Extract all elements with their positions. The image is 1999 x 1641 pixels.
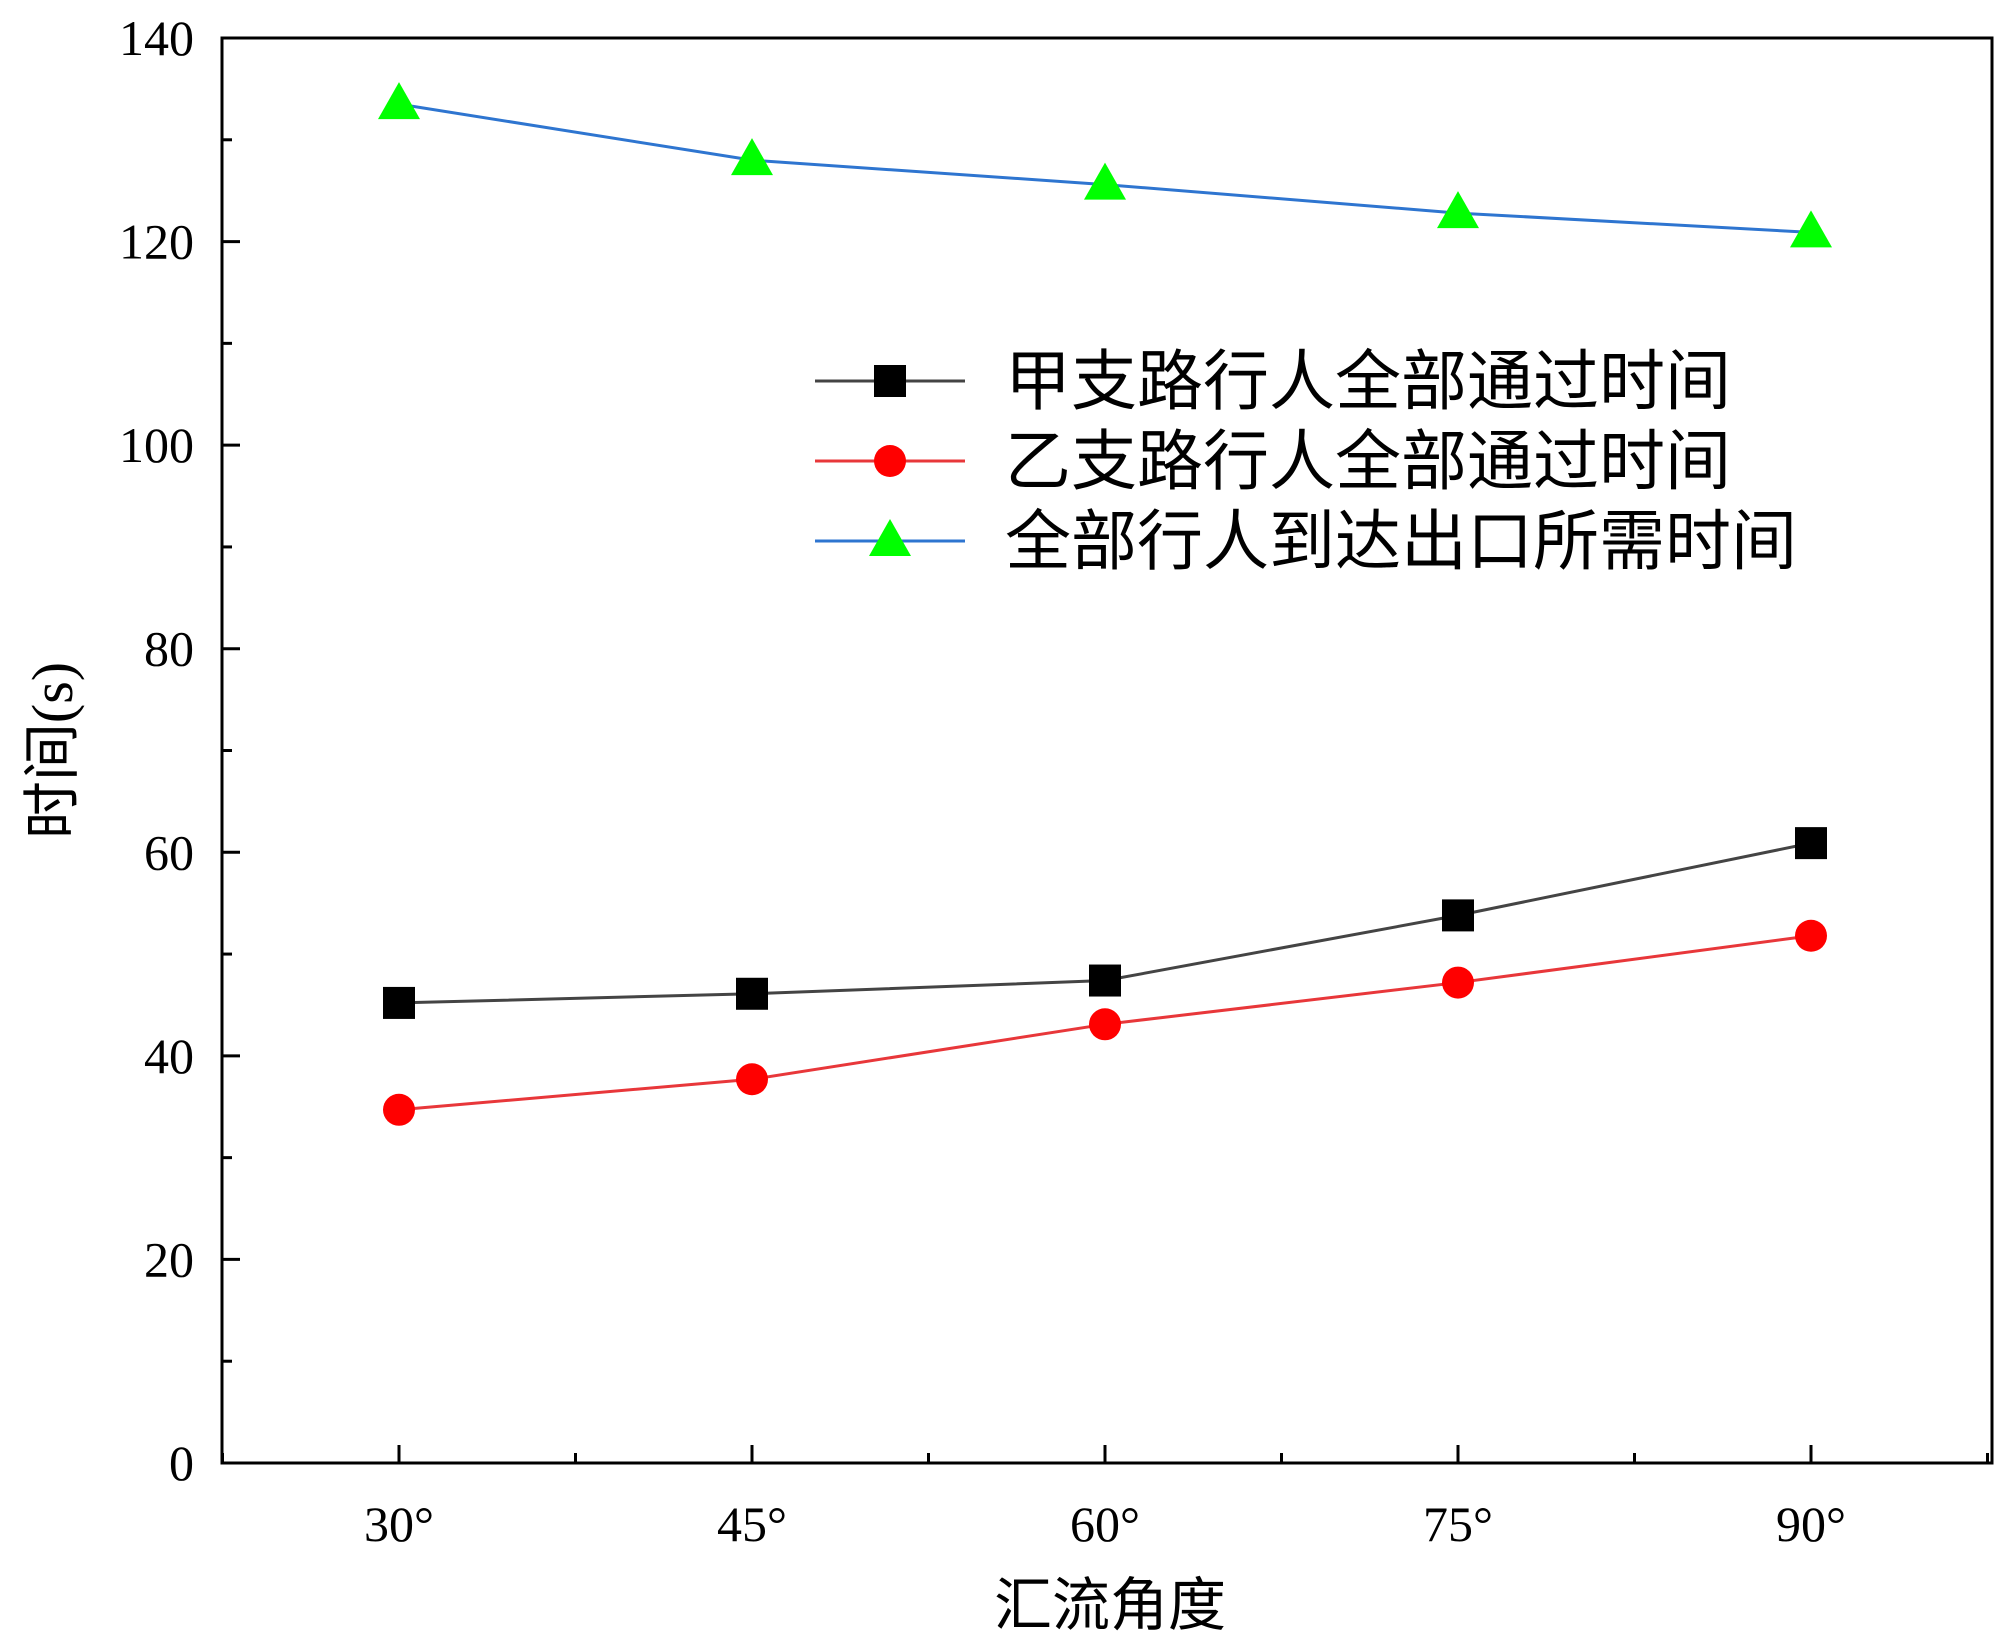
data-point <box>378 82 420 120</box>
data-point <box>736 1063 768 1096</box>
x-tick-label: 90° <box>1776 1496 1846 1552</box>
legend-item-2: 乙支路行人全部通过时间 <box>815 426 1731 499</box>
y-tick-label: 100 <box>119 417 194 473</box>
y-tick-label: 40 <box>144 1028 194 1084</box>
x-tick-label: 75° <box>1423 1496 1493 1552</box>
axes: 0 20 40 60 80 100 120 140 30° 45° 60° 75° 90° <box>119 10 1989 1552</box>
x-tick-label: 30° <box>364 1496 434 1552</box>
y-tick-label: 120 <box>119 214 194 270</box>
x-axis-title: 汇流角度 <box>994 1573 1226 1638</box>
y-tick-label: 0 <box>169 1435 194 1491</box>
legend-label: 全部行人到达出口所需时间 <box>1005 506 1797 579</box>
y-tick-label: 80 <box>144 621 194 677</box>
data-point <box>1437 191 1479 229</box>
y-tick-label: 60 <box>144 824 194 880</box>
legend-marker <box>874 365 906 397</box>
data-point <box>1795 827 1827 860</box>
plot-area <box>220 36 1994 1465</box>
series-group <box>378 82 1832 1126</box>
plot-frame <box>220 36 1994 1465</box>
y-axis-title: 时间(s) <box>20 662 85 839</box>
data-point <box>736 977 768 1010</box>
series-1 <box>383 827 1827 1019</box>
data-point <box>383 986 415 1019</box>
legend-label: 乙支路行人全部通过时间 <box>1005 426 1731 499</box>
data-point <box>1442 899 1474 932</box>
data-point <box>1089 964 1121 997</box>
x-tick-label: 60° <box>1070 1496 1140 1552</box>
legend-marker <box>874 445 906 477</box>
legend-item-1: 甲支路行人全部通过时间 <box>815 346 1731 419</box>
y-tick-label: 20 <box>144 1231 194 1287</box>
series-3 <box>378 82 1832 248</box>
data-point <box>1795 919 1827 952</box>
data-point <box>1089 1008 1121 1041</box>
y-tick-label: 140 <box>119 10 194 66</box>
legend-item-3: 全部行人到达出口所需时间 <box>815 506 1797 579</box>
data-point <box>1790 210 1832 248</box>
legend-marker <box>869 519 911 556</box>
data-point <box>1442 966 1474 999</box>
data-point <box>1084 162 1126 200</box>
legend-label: 甲支路行人全部通过时间 <box>1005 346 1731 419</box>
data-point <box>383 1093 415 1126</box>
data-point <box>731 138 773 176</box>
x-tick-label: 45° <box>717 1496 787 1552</box>
series-2 <box>383 919 1827 1126</box>
